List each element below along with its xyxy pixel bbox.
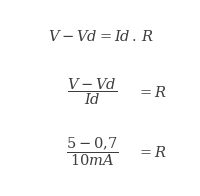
Text: $\dfrac{5 - 0{,}7}{10mA}$: $\dfrac{5 - 0{,}7}{10mA}$ [66,136,118,168]
Text: $V - Vd = Id\,.\,R$: $V - Vd = Id\,.\,R$ [47,29,153,44]
Text: $= R$: $= R$ [136,85,166,100]
Text: $= R$: $= R$ [136,145,166,160]
Text: $\dfrac{V - Vd}{Id}$: $\dfrac{V - Vd}{Id}$ [67,77,117,107]
